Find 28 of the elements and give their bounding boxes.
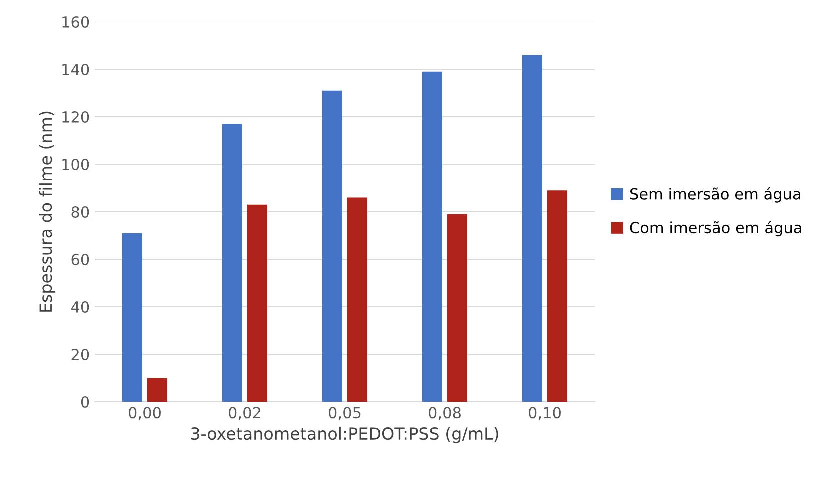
x-tick-label: 0,02 [229,407,260,420]
y-tick-label: 40 [71,301,90,314]
y-tick-label: 60 [72,254,90,266]
bar [248,204,268,402]
y-tick-label: 0 [81,396,90,408]
bar [448,214,468,402]
x-axis-title: 3-oxetanometanol:PEDOT:PSS (g/mL) [191,427,498,444]
y-tick-label: 140 [62,64,90,76]
x-tick-label: 0,08 [429,407,461,420]
x-tick-label: 0,00 [129,407,161,420]
legend-label: Sem imersão em água [630,187,800,203]
bar [522,55,542,402]
legend-label: Com imersão em água [630,221,802,237]
y-tick-label: 20 [72,348,90,361]
x-tick-label: 0,05 [329,407,361,420]
y-tick-label: 120 [62,111,90,124]
y-tick-label: 100 [62,158,90,171]
bar [222,124,242,402]
y-axis-title: Espessura do filme (nm) [39,112,56,312]
y-tick-label: 160 [62,16,90,28]
x-tick-label: 0,10 [529,407,561,420]
bar [348,198,368,402]
y-tick-label: 80 [72,206,90,218]
bar [548,190,568,402]
bar [122,233,142,402]
bar [322,90,342,402]
bar [148,378,168,402]
bar [422,72,442,402]
